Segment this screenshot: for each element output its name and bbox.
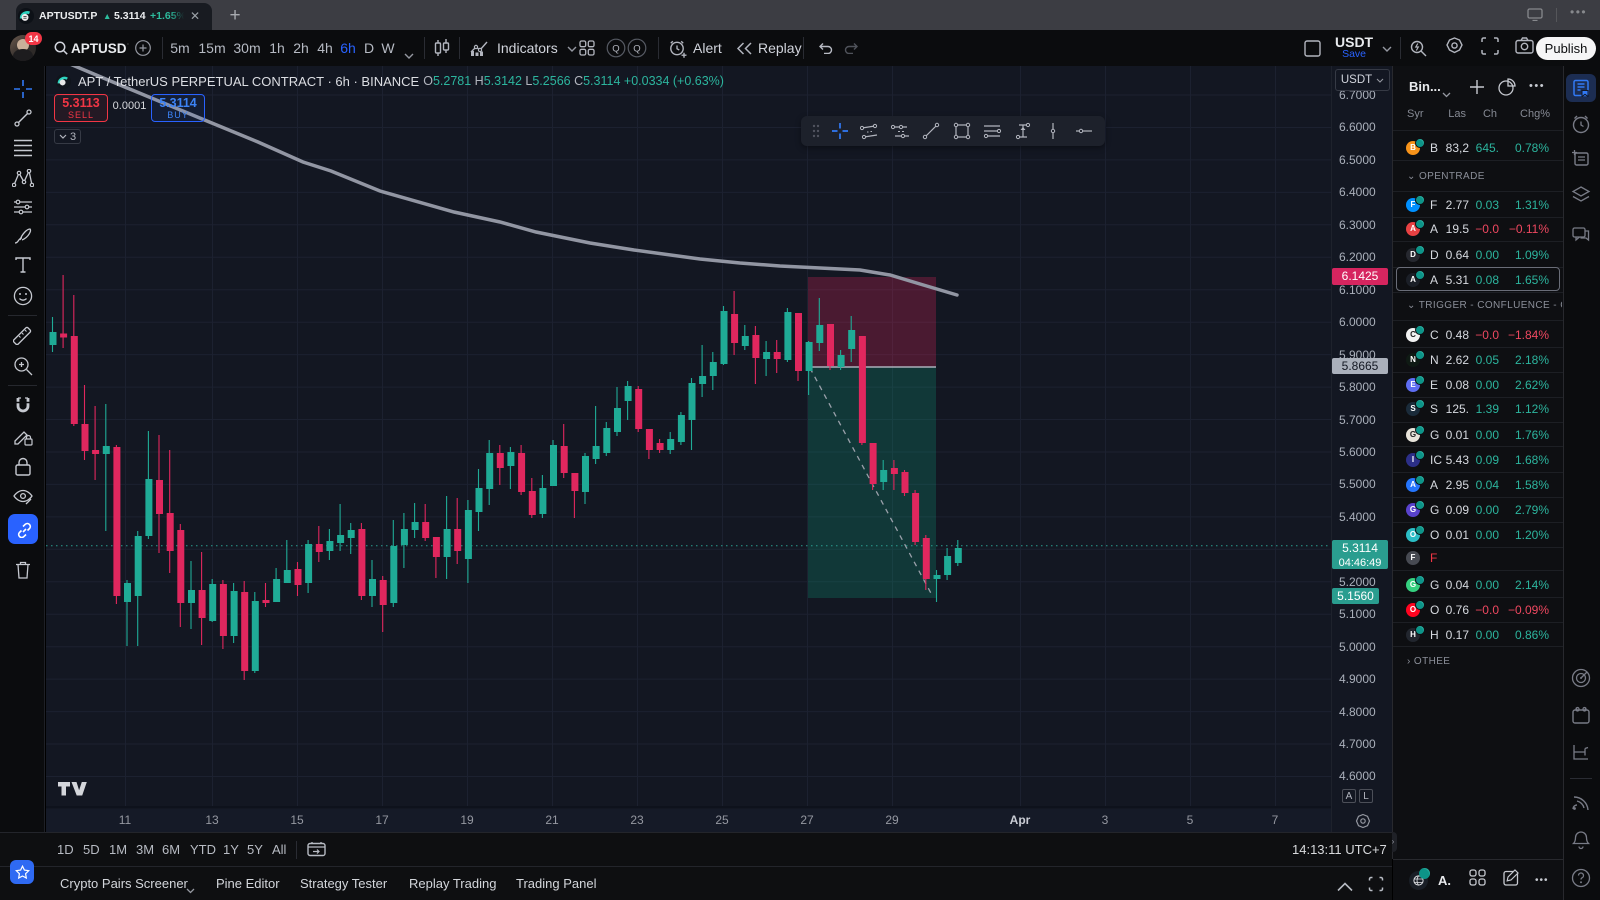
- svg-text:Q: Q: [633, 44, 640, 55]
- svg-text:Q: Q: [612, 44, 619, 55]
